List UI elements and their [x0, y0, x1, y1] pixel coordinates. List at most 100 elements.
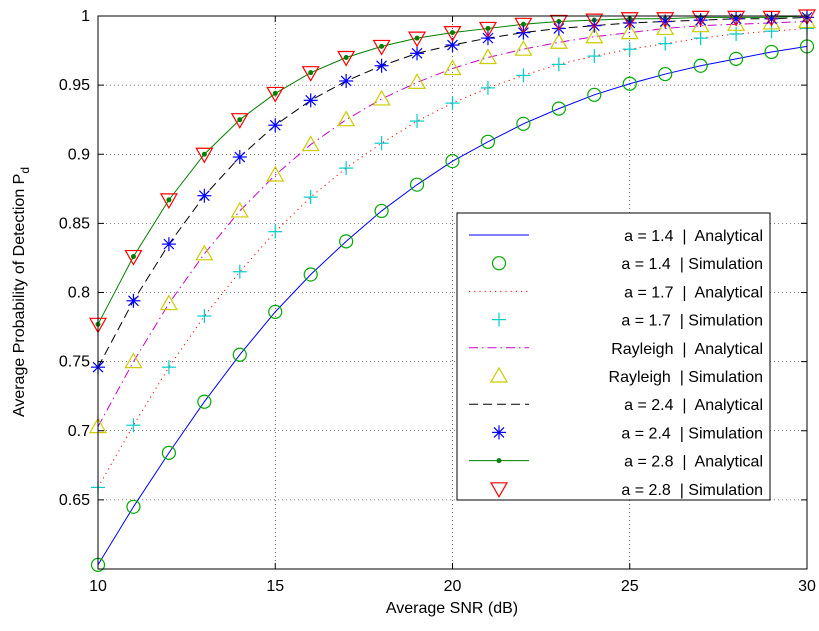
circle-marker	[126, 499, 141, 514]
dot-marker	[237, 117, 243, 123]
data-point	[485, 25, 491, 31]
triangle-up-marker	[620, 23, 639, 40]
legend-item: a = 1.7 | Simulation	[492, 312, 763, 330]
triangle-up-marker	[585, 27, 604, 44]
triangle-up-marker	[230, 201, 249, 218]
series-layer	[88, 9, 817, 572]
data-point	[620, 12, 639, 28]
data-point	[372, 89, 391, 106]
series-line	[97, 45, 808, 566]
legend-item: a = 2.8 | Analytical	[469, 454, 763, 471]
x-axis-label: Average SNR (dB)	[386, 600, 518, 617]
data-point	[551, 101, 566, 116]
data-point	[301, 66, 320, 82]
x-tick-label: 30	[798, 578, 816, 595]
legend-label: a = 2.4 | Analytical	[624, 397, 763, 414]
legend-label: Rayleigh | Simulation	[609, 369, 763, 386]
circle-marker	[551, 101, 566, 116]
data-point	[372, 39, 391, 56]
data-point	[480, 80, 495, 95]
data-point	[409, 177, 425, 192]
asterisk-d2	[305, 94, 317, 106]
circle-marker	[232, 347, 247, 362]
y-tick-label: 0.7	[68, 423, 90, 440]
data-point	[232, 347, 247, 362]
asterisk-d2	[624, 17, 636, 29]
data-point	[268, 224, 283, 239]
triangle-down-marker	[301, 66, 320, 82]
data-point	[727, 10, 746, 27]
data-point	[166, 197, 172, 203]
data-point	[764, 44, 779, 60]
triangle-up-marker	[124, 352, 143, 369]
circle-marker	[161, 445, 176, 460]
data-point	[729, 11, 744, 26]
legend-marker-sample	[491, 256, 507, 271]
triangle-down-marker	[727, 10, 746, 27]
dot-marker	[308, 70, 314, 76]
triangle-down-marker	[266, 86, 285, 103]
data-point	[197, 394, 212, 409]
data-point	[303, 190, 318, 205]
data-point	[551, 57, 566, 72]
data-point	[658, 36, 673, 51]
circle-marker	[764, 44, 779, 60]
legend-marker-sample	[492, 425, 506, 440]
data-point	[656, 12, 675, 28]
asterisk-d2	[198, 190, 210, 202]
triangle-up-marker	[266, 165, 285, 182]
legend-label: a = 1.4 | Simulation	[621, 256, 763, 273]
data-point	[480, 134, 496, 149]
data-point	[587, 87, 602, 102]
data-point	[693, 31, 708, 46]
data-point	[450, 30, 455, 36]
data-point	[126, 293, 141, 308]
data-point	[337, 110, 356, 127]
axis-ticks: 10 15 20 25 30 0.65 0.7 0.75 0.8 0.85 0.9 0.95 1	[59, 8, 816, 595]
x-tick-label: 25	[621, 578, 639, 595]
data-point	[797, 9, 817, 26]
triangle-up-marker	[762, 13, 781, 30]
data-point	[268, 118, 283, 133]
data-point	[197, 188, 212, 203]
triangle-up-marker	[195, 244, 214, 261]
y-axis-label-main: Average Probability of Detection P	[11, 174, 28, 417]
series-0-analytical	[97, 45, 808, 566]
circle-marker	[728, 51, 744, 66]
circle-marker	[622, 76, 637, 91]
dot-marker	[379, 43, 385, 49]
triangle-down-marker	[489, 482, 509, 499]
circle-marker	[445, 154, 460, 169]
data-point	[232, 264, 247, 279]
legend: a = 1.4 | Analytical a = 1.4 | Simulation…	[456, 212, 771, 501]
triangle-down-marker	[195, 147, 214, 164]
triangle-down-marker	[478, 21, 497, 38]
data-point	[379, 43, 385, 49]
data-point	[514, 17, 533, 34]
data-point	[126, 418, 141, 433]
asterisk-d2	[447, 39, 458, 51]
data-point	[762, 10, 781, 27]
legend-label: a = 2.8 | Analytical	[624, 454, 763, 471]
data-point	[195, 244, 214, 261]
triangle-up-marker	[489, 366, 509, 383]
y-tick-label: 0.9	[68, 146, 90, 163]
y-tick-label: 0.65	[59, 492, 90, 509]
data-point	[516, 116, 531, 131]
data-point	[549, 33, 568, 49]
data-point	[161, 360, 176, 375]
circle-marker	[339, 234, 354, 249]
dot-marker	[130, 254, 136, 260]
data-point	[337, 50, 356, 67]
triangle-down-marker	[762, 10, 781, 27]
data-point	[408, 31, 427, 48]
data-point	[693, 58, 708, 73]
data-point	[161, 445, 176, 460]
data-point	[414, 35, 420, 41]
asterisk-d2	[163, 238, 175, 250]
dot-marker	[343, 54, 349, 60]
legend-item: a = 1.4 | Analytical	[469, 228, 763, 245]
triangle-up-marker	[656, 19, 675, 36]
triangle-down-marker	[408, 31, 427, 48]
